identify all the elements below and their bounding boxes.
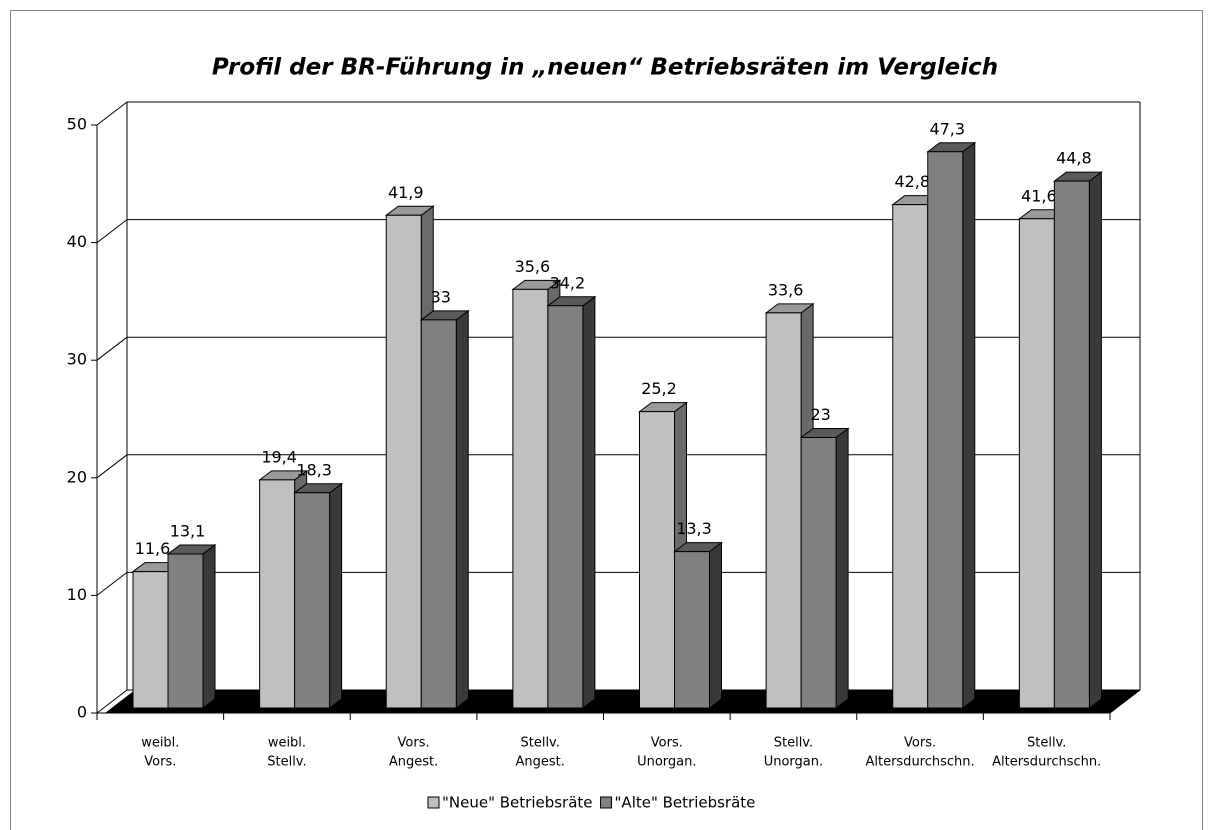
value-label: 41,6 — [1021, 186, 1057, 205]
value-label: 13,3 — [676, 519, 712, 538]
value-label: 18,3 — [296, 460, 332, 479]
x-tick-label: weibl. — [141, 736, 179, 751]
chart-title: Profil der BR-Führung in „neuen“ Betrieb… — [212, 55, 998, 81]
legend-swatch — [427, 796, 440, 809]
x-tick-label: Angest. — [515, 755, 564, 770]
value-label: 23 — [810, 405, 830, 424]
grid-line-side — [96, 336, 128, 361]
value-label: 47,3 — [929, 119, 965, 138]
x-tick-label: Unorgan. — [637, 755, 696, 770]
x-axis-side — [1109, 689, 1141, 714]
bar-side — [455, 309, 469, 709]
value-label: 25,2 — [641, 379, 677, 398]
value-label: 44,8 — [1056, 149, 1092, 168]
x-tick-label: Unorgan. — [764, 755, 823, 770]
bar-front — [674, 551, 710, 709]
bar-front — [927, 151, 964, 709]
grid-line-side — [96, 101, 128, 126]
x-tick-label: Stellv. — [267, 755, 306, 770]
bar-front — [420, 319, 457, 709]
bar-front — [1053, 180, 1090, 709]
bar — [673, 541, 723, 709]
x-tick-label: Stellv. — [520, 736, 559, 751]
bar — [1052, 171, 1103, 709]
x-tick-label: Vors. — [398, 736, 430, 751]
bar-front — [1018, 218, 1055, 709]
y-tick-label: 40 — [67, 232, 87, 251]
bar-front — [639, 411, 675, 709]
bar-front — [765, 312, 802, 709]
y-tick-label: 10 — [67, 585, 87, 604]
value-label: 42,8 — [894, 172, 930, 191]
bar-side — [329, 482, 343, 709]
grid-line-side — [96, 572, 128, 596]
y-tick-label: 30 — [67, 350, 87, 369]
bar-front — [132, 571, 169, 709]
grid-line-side — [96, 454, 128, 479]
bar-front — [294, 492, 331, 709]
bar-front — [385, 214, 422, 709]
bar — [166, 543, 217, 709]
bar — [799, 427, 850, 709]
grid-line-side — [96, 689, 128, 714]
value-label: 33,6 — [768, 280, 804, 299]
y-tick-label: 20 — [67, 467, 87, 486]
bar-front — [512, 288, 549, 709]
x-tick-label: Altersdurchschn. — [992, 755, 1101, 770]
value-label: 33 — [431, 287, 451, 306]
y-tick-label: 50 — [67, 115, 87, 134]
legend-label: "Neue" Betriebsräte — [442, 794, 593, 812]
bar-side — [709, 541, 722, 709]
bar-front — [892, 204, 929, 709]
floor — [105, 690, 1140, 713]
legend-swatch — [600, 796, 613, 809]
bar-side — [962, 141, 976, 709]
bar — [419, 309, 470, 709]
bar-front — [167, 553, 204, 709]
bar — [293, 482, 344, 709]
bar-side — [1088, 171, 1102, 709]
grid-line-side — [96, 219, 128, 243]
x-tick-label: Stellv. — [1027, 736, 1066, 751]
value-label: 34,2 — [550, 273, 586, 292]
x-tick-label: Angest. — [389, 755, 438, 770]
y-tick-label: 0 — [77, 703, 87, 722]
x-tick-label: Altersdurchschn. — [865, 755, 974, 770]
value-label: 35,6 — [515, 257, 551, 276]
x-tick-label: Vors. — [904, 736, 936, 751]
bar-side — [835, 427, 849, 709]
bar-front — [800, 437, 837, 709]
x-tick-label: weibl. — [268, 736, 306, 751]
x-tick-label: Vors. — [651, 736, 683, 751]
bar — [546, 295, 597, 709]
legend-label: "Alte" Betriebsräte — [615, 794, 756, 812]
x-tick-label: Stellv. — [774, 736, 813, 751]
value-label: 13,1 — [170, 521, 206, 540]
value-label: 19,4 — [261, 447, 297, 466]
bar-side — [582, 295, 596, 709]
bar — [926, 141, 977, 709]
value-label: 41,9 — [388, 183, 424, 202]
x-tick-label: Vors. — [144, 755, 176, 770]
bar-front — [547, 305, 584, 709]
value-label: 11,6 — [135, 539, 171, 558]
bar-side — [202, 543, 216, 709]
bar-front — [259, 479, 296, 709]
